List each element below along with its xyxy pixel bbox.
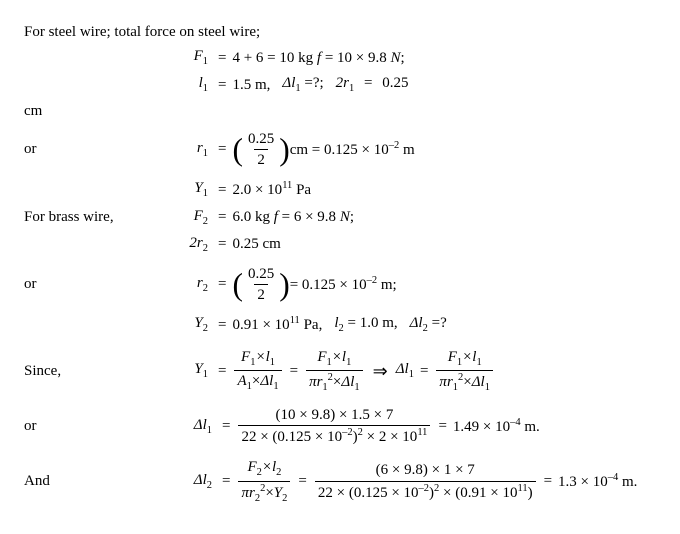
paren-r1: ( 0.25 2 ) — [232, 129, 289, 171]
text-cm: cm — [24, 101, 42, 121]
res-dl2: 1.3 × 10–4 m. — [558, 471, 637, 492]
eq: = — [298, 471, 306, 491]
dl1q: Δl1 =?; — [282, 73, 323, 96]
res-dl1: 1.49 × 10–4 m. — [453, 416, 540, 437]
line-2r2: 2r2 = 0.25 cm — [24, 233, 656, 256]
sym-F2: F2 — [174, 206, 212, 229]
sym-2r2: 2r2 — [174, 233, 212, 256]
eq: = — [420, 361, 428, 381]
eq: = — [218, 75, 226, 95]
lead-or: or — [24, 416, 174, 436]
rhs-F2: 6.0 kg f = 6 × 9.8 N; — [232, 207, 354, 227]
eq: = — [218, 207, 226, 227]
eq: = — [218, 139, 226, 159]
frac-dl1-num: (10 × 9.8) × 1.5 × 7 22 × (0.125 × 10–2)… — [238, 405, 430, 448]
sym-r2: r2 — [174, 273, 212, 296]
rhs-F1: 4 + 6 = 10 kg f = 10 × 9.8 N; — [232, 48, 404, 68]
eq: = — [438, 416, 446, 436]
lead-brass: For brass wire, — [24, 207, 174, 227]
line-steel-intro: For steel wire; total force on steel wir… — [24, 22, 656, 42]
val-l1: 1.5 m, — [232, 75, 270, 95]
l2: l2 = 1.0 m, — [334, 313, 397, 336]
frac-Y1-A: F1×l1 A1×Δl1 — [234, 347, 281, 394]
eq: = — [222, 416, 230, 436]
sym-Y2: Y2 — [174, 313, 212, 336]
eq: = — [222, 471, 230, 491]
frac-dl2-sym: F2×l2 πr22×Y2 — [238, 457, 290, 505]
frac-dl1: F1×l1 πr12×Δl1 — [436, 347, 493, 395]
line-F1: F1 = 4 + 6 = 10 kg f = 10 × 9.8 N; — [24, 46, 656, 69]
sym-dl1: Δl1 — [174, 415, 216, 438]
line-F2: For brass wire, F2 = 6.0 kg f = 6 × 9.8 … — [24, 206, 656, 229]
line-dl1-num: or Δl1 = (10 × 9.8) × 1.5 × 7 22 × (0.12… — [24, 405, 656, 448]
eq: = — [218, 180, 226, 200]
sym-r1: r1 — [174, 138, 212, 161]
dl1-lhs: Δl1 — [396, 359, 414, 382]
sym-l1: l1 — [174, 73, 212, 96]
frac-dl2-num: (6 × 9.8) × 1 × 7 22 × (0.125 × 10–2)2 ×… — [315, 460, 536, 503]
lead-since: Since, — [24, 361, 174, 381]
sym-F1: F1 — [174, 46, 212, 69]
eq: = — [544, 471, 552, 491]
val-Y2: 0.91 × 1011 Pa, — [232, 314, 322, 335]
text-steel-intro: For steel wire; total force on steel wir… — [24, 22, 260, 42]
val-2r2: 0.25 cm — [232, 234, 280, 254]
dl2q: Δl2 =? — [410, 313, 447, 336]
val-Y1: 2.0 × 1011 Pa — [232, 179, 311, 200]
lead-and: And — [24, 471, 174, 491]
line-since: Since, Y1 = F1×l1 A1×Δl1 = F1×l1 πr12×Δl… — [24, 347, 656, 395]
lead-or: or — [24, 139, 174, 159]
line-dl2: And Δl2 = F2×l2 πr22×Y2 = (6 × 9.8) × 1 … — [24, 457, 656, 505]
sym-dl2: Δl2 — [174, 470, 216, 493]
paren-r2: ( 0.25 2 ) — [232, 264, 289, 306]
lead-or: or — [24, 274, 174, 294]
line-r2: or r2 = ( 0.25 2 ) = 0.125 × 10–2 m; — [24, 264, 656, 306]
line-r1: or r1 = ( 0.25 2 ) cm = 0.125 × 10–2 m — [24, 129, 656, 171]
eq: = — [218, 48, 226, 68]
after-r1: cm = 0.125 × 10–2 m — [290, 139, 415, 160]
arrow-icon: ⇒ — [373, 359, 388, 383]
line-l1: l1 = 1.5 m, Δl1 =?; 2r1 = 0.25 — [24, 73, 656, 96]
eq: = — [218, 274, 226, 294]
eq: = — [290, 361, 298, 381]
frac-r2: 0.25 2 — [245, 264, 277, 306]
frac-Y1-r: F1×l1 πr12×Δl1 — [306, 347, 363, 395]
eq: = — [218, 315, 226, 335]
eq: = — [218, 234, 226, 254]
line-Y2: Y2 = 0.91 × 1011 Pa, l2 = 1.0 m, Δl2 =? — [24, 313, 656, 336]
frac-r1: 0.25 2 — [245, 129, 277, 171]
sym-Y1b: Y1 — [174, 359, 212, 382]
eq: = — [218, 361, 226, 381]
2r1: 2r1 = 0.25 — [336, 73, 409, 96]
after-r2: = 0.125 × 10–2 m; — [290, 274, 397, 295]
line-Y1: Y1 = 2.0 × 1011 Pa — [24, 178, 656, 201]
line-cm: cm — [24, 101, 656, 121]
sym-Y1: Y1 — [174, 178, 212, 201]
